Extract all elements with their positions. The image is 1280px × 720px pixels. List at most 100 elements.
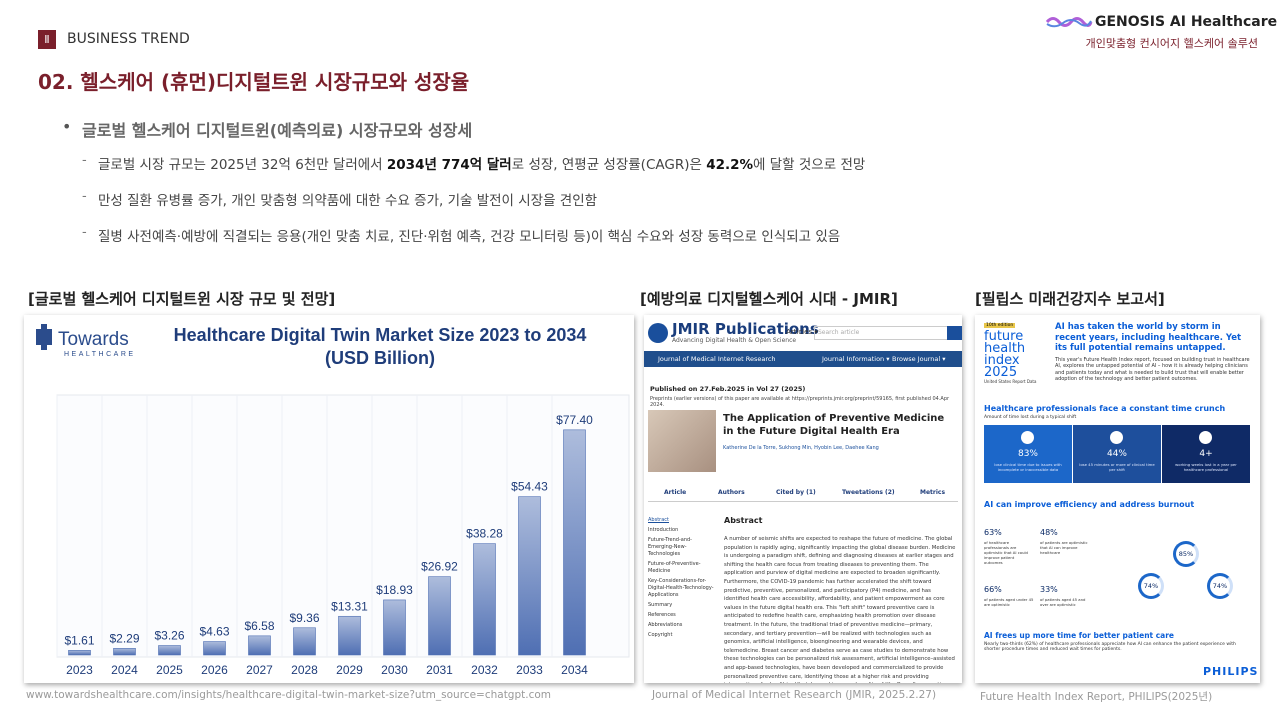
time-box: 83% lose clinical time due to issues with…: [984, 425, 1072, 483]
philips-panel: 10th edition future health index 2025 Un…: [975, 315, 1260, 683]
value-label: $4.63: [199, 625, 229, 639]
caption: www.towardshealthcare.com/insights/healt…: [26, 689, 552, 701]
ring: 74%: [1207, 573, 1233, 599]
tab: Authors: [718, 489, 745, 496]
text-run: 로 성장, 연평균 성장률(CAGR)은: [511, 157, 707, 173]
logo: Towards: [58, 329, 129, 350]
text-run: 에 달할 것으로 전망: [753, 157, 866, 173]
bar: [158, 645, 181, 656]
logo-sub: HEALTHCARE: [64, 351, 136, 358]
bullet-item: 질병 사전예측·예방에 직결되는 응용(개인 맞춤 치료, 진단·위험 예측, …: [98, 225, 840, 245]
bar: [203, 641, 226, 656]
section-sub: Nearly two-thirds (62%) of healthcare pr…: [984, 642, 1236, 652]
box-text: lose clinical time due to issues with in…: [994, 462, 1062, 472]
dash: -: [82, 225, 87, 240]
x-tick-label: 2027: [246, 663, 273, 677]
panel-label: [필립스 미래건강지수 보고서]: [975, 290, 1165, 308]
bar: [338, 615, 361, 656]
chart-panel: Towards HEALTHCARE Healthcare Digital Tw…: [24, 315, 634, 683]
x-tick-label: 2028: [291, 663, 318, 677]
text-run: 2034년 774억 달러: [386, 157, 512, 173]
section-name: BUSINESS TREND: [67, 31, 190, 47]
value-label: $2.29: [109, 631, 139, 645]
journal: Journal of Medical Internet Research: [658, 355, 776, 363]
page-title: 02. 헬스케어 (휴먼)디지털트윈 시장규모와 성장율: [38, 70, 470, 94]
brand: GENOSIS AI Healthcare: [1095, 14, 1278, 30]
panel-label: [글로벌 헬스케어 디지털트윈 시장 규모 및 전망]: [28, 290, 336, 308]
preprint: Preprints (earlier versions) of this pap…: [650, 396, 950, 408]
stat-value: 48%: [1040, 528, 1058, 537]
stat-text: of patients aged under 45 are optimistic: [984, 597, 1034, 607]
abstract: A number of seismic shifts are expected …: [724, 536, 956, 683]
authors: Katherine De la Torre, Sukhong Min, Hyob…: [723, 445, 879, 451]
value-label: $77.40: [556, 413, 593, 427]
headline: AI has taken the world by storm in recen…: [1055, 322, 1242, 353]
dash: -: [82, 189, 87, 204]
tab: Tweetations (2): [842, 489, 895, 496]
jmir-tagline: Advancing Digital Health & Open Science: [672, 337, 797, 344]
brand-sub: 개인맞춤형 컨시어지 헬스케어 솔루션: [1085, 37, 1258, 50]
toc-item: Abbreviations: [648, 622, 683, 628]
box-icon: [1199, 431, 1212, 444]
x-tick-label: 2034: [561, 663, 588, 677]
value-label: $38.28: [466, 527, 503, 541]
tab: Metrics: [920, 489, 946, 496]
section-heading: AI frees up more time for better patient…: [984, 631, 1175, 640]
logo-icon: [41, 324, 47, 350]
intro: This year's Future Health Index report, …: [1055, 357, 1250, 382]
stat-value: 66%: [984, 585, 1002, 594]
toc-item: Future-Trend-and-Emerging-New-Technologi…: [648, 537, 692, 557]
menu: Journal Information ▾: [822, 355, 890, 363]
ring: 74%: [1138, 573, 1164, 599]
toc-item: Copyright: [648, 632, 673, 638]
x-tick-label: 2023: [66, 663, 93, 677]
bar: [113, 648, 136, 656]
toc-item: Summary: [648, 602, 673, 608]
toc-item: Abstract: [648, 517, 669, 523]
caption: Future Health Index Report, PHILIPS(2025…: [980, 691, 1213, 703]
chart: Towards HEALTHCARE Healthcare Digital Tw…: [36, 324, 630, 677]
search: Search article: [814, 326, 949, 340]
report: United States Report Data: [984, 379, 1037, 384]
toc: Abstract Introduction Future-Trend-and-Eme…: [648, 517, 714, 642]
time-box: 44% lose 45 minutes or more of clinical t…: [1073, 425, 1161, 483]
fhi-logo: future health index 2025: [984, 329, 1026, 380]
chart-title: Healthcare Digital Twin Market Size 2023…: [174, 325, 587, 345]
bullet-item: 글로벌 시장 규모는 2025년 32억 6천만 달러에서 2034년 774억…: [98, 153, 865, 173]
x-tick-label: 2033: [516, 663, 543, 677]
published: Published on 27.Feb.2025 in Vol 27 (2025…: [650, 385, 806, 393]
x-tick-label: 2029: [336, 663, 363, 677]
brand-wave: [1045, 17, 1093, 28]
text-run: 42.2%: [706, 157, 754, 173]
jmir-logo: JMIR Publications: [672, 320, 819, 338]
bullet-item: 만성 질환 유병률 증가, 개인 맞춤형 의약품에 대한 수요 증가, 기술 발…: [98, 189, 597, 209]
bar: [293, 627, 316, 656]
box-icon: [1021, 431, 1034, 444]
panel-label: [예방의료 디지털헬스케어 시대 - JMIR]: [640, 290, 898, 308]
article-image: [648, 410, 716, 472]
value-label: $3.26: [154, 629, 184, 643]
value-label: $18.93: [376, 583, 413, 597]
toc-item: Future-of-Preventive-Medicine: [648, 561, 701, 574]
toc-item: Introduction: [648, 527, 679, 533]
stat-value: 63%: [984, 528, 1002, 537]
bullet-heading: 글로벌 헬스케어 디지털트윈(예측의료) 시장규모와 성장세: [82, 121, 473, 140]
box-icon: [1110, 431, 1123, 444]
section-heading: Healthcare professionals face a constant…: [984, 404, 1226, 413]
toc-item: References: [648, 612, 676, 618]
articles: Articles ▾: [786, 328, 818, 336]
text-run: 만성 질환 유병률 증가, 개인 맞춤형 의약품에 대한 수요 증가, 기술 발…: [98, 193, 598, 209]
tab: Article: [664, 489, 687, 496]
text-run: 글로벌 시장 규모는 2025년 32억 6천만 달러에서: [98, 157, 387, 173]
value-label: $1.61: [64, 633, 94, 647]
jmir-icon: [648, 323, 668, 343]
x-tick-label: 2030: [381, 663, 408, 677]
box-text: working weeks lost in a year per healthc…: [1175, 462, 1237, 472]
x-tick-label: 2026: [201, 663, 228, 677]
bar: [428, 576, 451, 656]
menu: Browse Journal ▾: [892, 355, 946, 363]
bar: [248, 635, 271, 656]
text-run: 질병 사전예측·예방에 직결되는 응용(개인 맞춤 치료, 진단·위험 예측, …: [98, 229, 841, 245]
time-box: 4+ working weeks lost in a year per healt…: [1162, 425, 1250, 483]
